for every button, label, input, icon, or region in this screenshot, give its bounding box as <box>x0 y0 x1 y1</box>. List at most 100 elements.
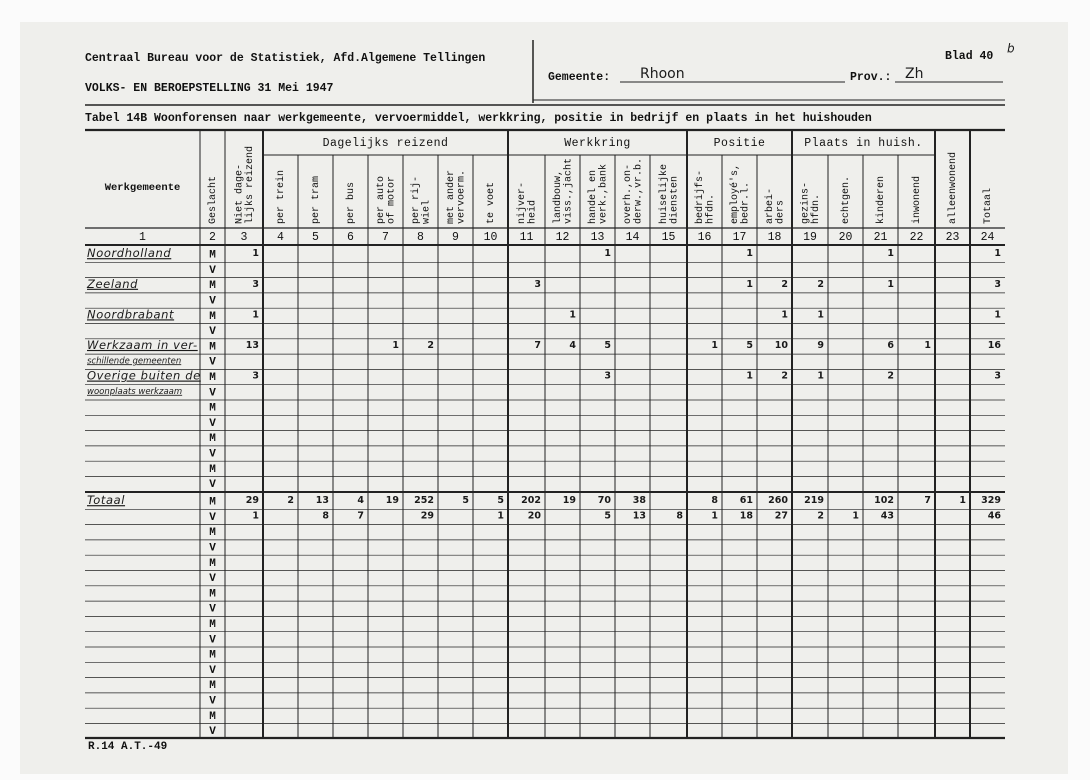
cell-value: 1 <box>994 309 1001 320</box>
cell-value: 13 <box>316 495 329 506</box>
sex: M <box>209 650 216 662</box>
column-header: bedr.l. <box>739 182 751 224</box>
sex: V <box>209 265 216 277</box>
row-label: Werkzaam in ver- <box>87 338 198 352</box>
column-number: 5 <box>312 231 319 244</box>
cell-value: 8 <box>711 495 718 506</box>
cell-value: 202 <box>521 495 541 506</box>
group-header: Werkkring <box>564 137 631 150</box>
sex: V <box>209 512 216 524</box>
column-number: 14 <box>626 231 640 244</box>
sex: M <box>209 433 216 445</box>
column-header: arbei- <box>764 188 776 224</box>
sex: M <box>209 250 216 262</box>
column-number: 19 <box>803 231 817 244</box>
group-header: Dagelijks reizend <box>323 137 449 150</box>
column-header: Totaal <box>982 188 994 224</box>
sex: V <box>209 573 216 585</box>
row-label: Totaal <box>87 493 125 507</box>
column-header: te voet <box>486 182 497 224</box>
column-number: 20 <box>839 231 853 244</box>
cell-value: 1 <box>959 495 966 506</box>
cell-value: 61 <box>740 495 753 506</box>
column-number: 1 <box>139 231 146 244</box>
cell-value: 7 <box>357 510 364 521</box>
column-number: 22 <box>910 231 924 244</box>
sex: V <box>209 665 216 677</box>
sex: M <box>209 311 216 323</box>
column-number: 18 <box>768 231 782 244</box>
cell-value: 13 <box>633 510 646 521</box>
column-header: met ander <box>445 170 457 224</box>
column-header: employé's, <box>729 164 741 224</box>
table-title: Tabel 14B Woonforensen naar werkgemeente… <box>85 112 872 125</box>
cell-value: 9 <box>817 340 824 351</box>
cell-value: 219 <box>804 495 824 506</box>
table: Dagelijks reizend Werkkring Positie Plaats … <box>85 128 1005 740</box>
column-number: 23 <box>946 231 960 244</box>
cell-value: 7 <box>534 340 541 351</box>
cell-value: 252 <box>414 495 434 506</box>
cell-value: 2 <box>781 371 788 382</box>
sex: M <box>209 341 216 353</box>
sex: V <box>209 604 216 616</box>
column-header: bedrijfs- <box>694 170 706 224</box>
column-header: per rij- <box>410 176 422 224</box>
group-header: Plaats in huish. <box>804 137 922 150</box>
row-label: woonplaats werkzaam <box>87 387 182 397</box>
cell-value: 1 <box>569 309 576 320</box>
cell-value: 102 <box>874 495 894 506</box>
sex: M <box>209 280 216 292</box>
column-number: 12 <box>556 231 570 244</box>
sex: M <box>209 619 216 631</box>
sex: V <box>209 295 216 307</box>
cell-value: 1 <box>746 248 753 259</box>
sex: M <box>209 497 216 509</box>
column-header: kinderen <box>875 176 887 224</box>
column-number: 21 <box>874 231 888 244</box>
column-header: verk.,bank <box>597 164 609 224</box>
cell-value: 38 <box>633 495 647 506</box>
cell-value: 18 <box>740 510 754 521</box>
cell-value: 1 <box>817 309 824 320</box>
cell-value: 20 <box>528 510 542 521</box>
cell-value: 3 <box>604 371 611 382</box>
cell-value: 1 <box>994 248 1001 259</box>
column-header: viss.,jacht <box>562 158 574 224</box>
column-header: vervoerm. <box>456 170 467 224</box>
sex: V <box>209 326 216 338</box>
cell-value: 27 <box>775 510 788 521</box>
cell-value: 5 <box>462 495 469 506</box>
row-label: Overige buiten de <box>87 369 201 383</box>
cell-value: 1 <box>852 510 859 521</box>
cell-value: 3 <box>994 279 1001 290</box>
sex: V <box>209 387 216 399</box>
column-number: 11 <box>520 231 534 244</box>
sex: V <box>209 695 216 707</box>
column-number: 4 <box>277 231 284 244</box>
cell-value: 2 <box>817 510 824 521</box>
sex: V <box>209 448 216 460</box>
cell-value: 3 <box>994 371 1001 382</box>
sex: M <box>209 403 216 415</box>
column-header: lijks reizend <box>244 146 256 224</box>
sex: M <box>209 558 216 570</box>
cell-value: 2 <box>887 371 894 382</box>
column-number: 13 <box>591 231 605 244</box>
footer: R.14 A.T.-49 <box>88 741 167 753</box>
cell-value: 70 <box>598 495 612 506</box>
cell-value: 29 <box>246 495 259 506</box>
cell-value: 1 <box>711 340 718 351</box>
prov-label: Prov.: <box>850 71 891 84</box>
column-header: Geslacht <box>207 176 219 224</box>
prov: Zh <box>905 66 923 82</box>
sex: V <box>209 357 216 369</box>
column-number: 7 <box>382 231 389 244</box>
cell-value: 1 <box>817 371 824 382</box>
cell-value: 1 <box>746 279 753 290</box>
cell-value: 1 <box>887 279 894 290</box>
cell-value: 8 <box>322 510 329 521</box>
organisation: Centraal Bureau voor de Statistiek, Afd.… <box>85 52 485 65</box>
column-header: hfdn. <box>704 194 716 224</box>
